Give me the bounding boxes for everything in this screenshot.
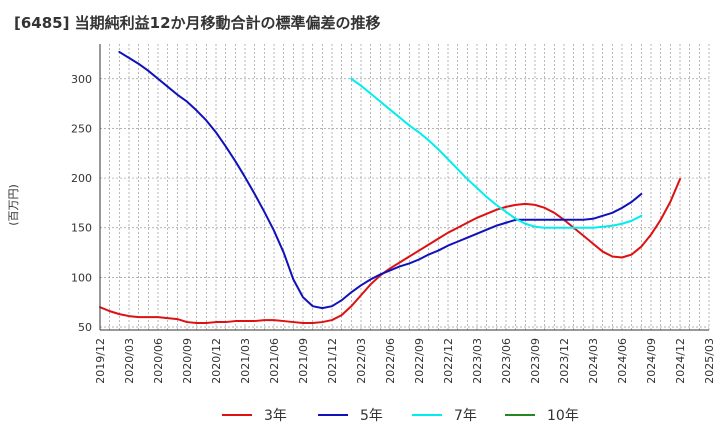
x-tick-label: 2022/06: [384, 338, 397, 384]
x-tick-label: 2025/03: [703, 338, 716, 384]
legend-label: 5年: [360, 408, 383, 424]
x-tick-label: 2024/12: [674, 338, 687, 384]
x-tick-label: 2023/03: [471, 338, 484, 384]
grid-layer: [99, 44, 710, 330]
y-tick-label: 200: [71, 172, 92, 185]
y-tick-label: 250: [71, 122, 92, 135]
x-tick-label: 2020/09: [181, 338, 194, 384]
axis-layer: 50 100 150 200 250 300 2019/12 2020/03 2020/06 20…: [71, 44, 716, 384]
x-tick-label: 2023/12: [558, 338, 571, 384]
x-tick-label: 2023/06: [500, 338, 513, 384]
x-tick-label: 2020/12: [210, 338, 223, 384]
y-tick-label: 150: [71, 222, 92, 235]
plot-area: [100, 44, 709, 330]
y-tick-label: 300: [71, 73, 92, 86]
legend: 3年 5年 7年 10年: [222, 408, 579, 424]
series-line-5年: [118, 50, 643, 310]
legend-label: 3年: [264, 408, 287, 424]
y-axis-label: (百万円): [7, 184, 20, 226]
x-tick-label: 2019/12: [94, 338, 107, 384]
y-tick-label: 50: [78, 321, 92, 334]
legend-label: 10年: [547, 408, 579, 424]
x-tick-label: 2022/09: [413, 338, 426, 384]
x-tick-label: 2024/09: [645, 338, 658, 384]
x-tick-label: 2021/12: [326, 338, 339, 384]
x-tick-label: 2024/03: [587, 338, 600, 384]
series-layer: [99, 50, 681, 325]
x-tick-label: 2020/03: [123, 338, 136, 384]
x-tick-label: 2020/06: [152, 338, 165, 384]
x-tick-label: 2024/06: [616, 338, 629, 384]
x-tick-label: 2021/03: [239, 338, 252, 384]
x-tick-label: 2022/03: [355, 338, 368, 384]
legend-label: 7年: [454, 408, 477, 424]
x-tick-label: 2023/09: [529, 338, 542, 384]
x-tick-label: 2022/12: [442, 338, 455, 384]
series-line-3年: [99, 178, 681, 325]
x-tick-label: 2021/06: [268, 338, 281, 384]
chart-title: [6485] 当期純利益12か月移動合計の標準偏差の推移: [14, 14, 381, 32]
x-tick-label: 2021/09: [297, 338, 310, 384]
y-tick-label: 100: [71, 271, 92, 284]
series-line-7年: [350, 77, 643, 229]
